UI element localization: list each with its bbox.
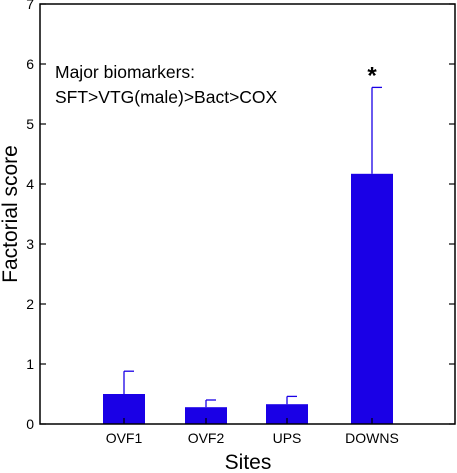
y-tick-label: 6 [26, 56, 34, 72]
bar-ups [266, 404, 308, 424]
plot-layer: * [103, 62, 393, 424]
y-tick-label: 5 [26, 116, 34, 132]
x-axis-title: Sites [225, 451, 272, 473]
y-axis-title: Factorial score [0, 145, 22, 283]
annotation-line-1: Major biomarkers: [55, 62, 195, 82]
x-tick-label-ovf2: OVF2 [188, 430, 225, 446]
bar-ovf2 [185, 407, 227, 424]
y-tick-label: 7 [26, 0, 34, 12]
annotation-line-2: SFT>VTG(male)>Bact>COX [55, 87, 278, 107]
y-tick-label: 4 [26, 176, 34, 192]
x-tick-label-ups: UPS [273, 430, 302, 446]
x-tick-label-ovf1: OVF1 [106, 430, 143, 446]
text-layer: Major biomarkers: SFT>VTG(male)>Bact>COX… [0, 62, 278, 473]
y-tick-label: 0 [26, 416, 34, 432]
axis-layer: 0 1 2 3 4 5 6 7 OVF1 OVF2 UPS DOWNS [26, 0, 456, 446]
y-tick-label: 3 [26, 236, 34, 252]
x-tick-label-downs: DOWNS [345, 430, 399, 446]
bar-downs [351, 173, 393, 424]
significance-marker: * [367, 62, 377, 89]
y-tick-label: 2 [26, 296, 34, 312]
plot-frame [39, 3, 456, 425]
y-tick-label: 1 [26, 356, 34, 372]
